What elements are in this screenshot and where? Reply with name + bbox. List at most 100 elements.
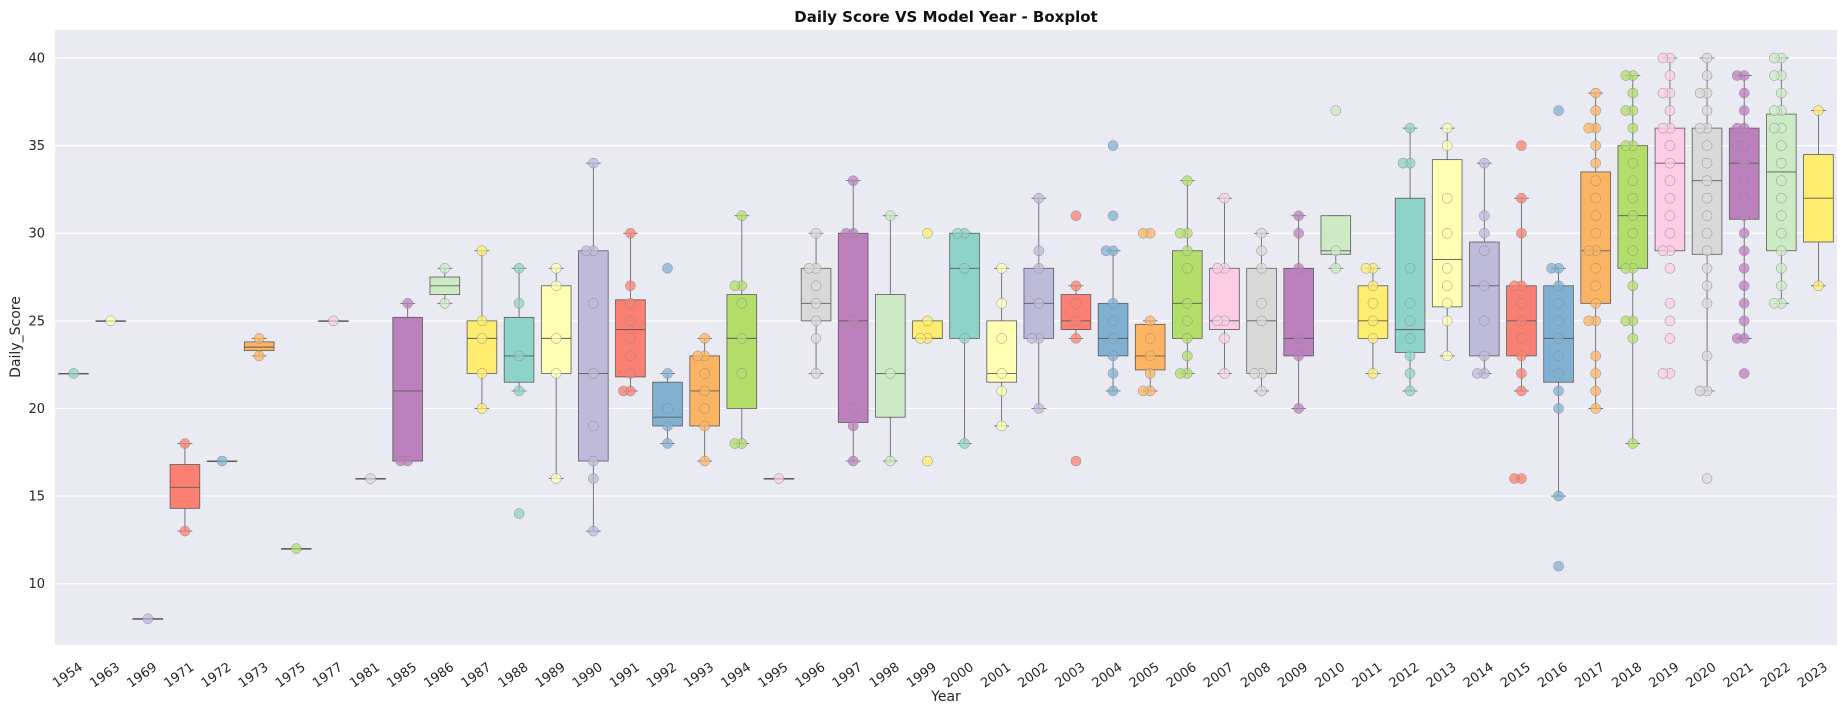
data-point bbox=[1249, 368, 1260, 379]
box-body bbox=[169, 464, 201, 509]
data-point bbox=[1776, 210, 1787, 221]
data-point bbox=[1367, 315, 1379, 327]
data-point bbox=[1620, 315, 1632, 327]
data-point bbox=[692, 350, 703, 362]
x-tick-label: 2003 bbox=[1053, 660, 1089, 691]
data-point bbox=[1590, 403, 1601, 414]
data-point bbox=[1701, 52, 1713, 64]
data-point bbox=[476, 315, 488, 327]
data-point bbox=[1590, 105, 1601, 116]
data-point bbox=[885, 368, 896, 379]
box-body bbox=[1469, 241, 1500, 357]
data-point bbox=[1070, 315, 1082, 327]
y-tick-label: 20 bbox=[28, 402, 45, 417]
data-point bbox=[1516, 227, 1527, 239]
x-tick-label: 2019 bbox=[1647, 660, 1683, 691]
data-point bbox=[847, 403, 859, 414]
data-point bbox=[1256, 298, 1267, 309]
data-point bbox=[1070, 455, 1082, 467]
data-point bbox=[179, 438, 191, 449]
data-point bbox=[1144, 315, 1156, 327]
data-point bbox=[1033, 192, 1045, 204]
data-point bbox=[1701, 105, 1713, 116]
plot-area bbox=[55, 30, 1837, 645]
data-point bbox=[699, 420, 710, 432]
x-tick-label: 2014 bbox=[1461, 660, 1497, 691]
x-tick-label: 1973 bbox=[236, 660, 272, 691]
x-tick-label: 2004 bbox=[1090, 660, 1126, 691]
data-point bbox=[476, 403, 488, 414]
data-point bbox=[513, 263, 525, 274]
data-point bbox=[625, 350, 636, 362]
data-point bbox=[1441, 315, 1453, 327]
data-point bbox=[1367, 368, 1379, 379]
data-point bbox=[1583, 245, 1594, 257]
data-point bbox=[439, 263, 451, 274]
data-point bbox=[1441, 298, 1453, 309]
y-tick-labels: 10 15 20 25 30 35 40 bbox=[28, 52, 45, 593]
data-point bbox=[1182, 245, 1193, 257]
data-point bbox=[1664, 192, 1676, 204]
data-point bbox=[996, 333, 1007, 344]
data-point bbox=[1664, 157, 1676, 169]
data-point bbox=[1769, 122, 1780, 134]
data-point bbox=[1107, 385, 1119, 397]
data-point bbox=[1657, 52, 1669, 64]
x-tick-label: 1989 bbox=[533, 660, 569, 691]
data-point bbox=[996, 298, 1007, 309]
y-gridlines bbox=[55, 57, 1837, 585]
data-point bbox=[1546, 263, 1557, 274]
data-point bbox=[550, 263, 562, 274]
data-point bbox=[773, 473, 785, 484]
data-point bbox=[550, 473, 562, 484]
data-point bbox=[699, 385, 710, 397]
data-point bbox=[476, 245, 488, 257]
data-point bbox=[1175, 227, 1186, 239]
data-point bbox=[699, 455, 710, 467]
data-point bbox=[1769, 70, 1780, 81]
data-point bbox=[1590, 350, 1601, 362]
data-point bbox=[1590, 385, 1601, 397]
data-point bbox=[1070, 280, 1082, 292]
data-point bbox=[1738, 192, 1750, 204]
data-point bbox=[810, 368, 822, 379]
data-point bbox=[625, 315, 636, 327]
data-point bbox=[1553, 333, 1564, 344]
data-point bbox=[1776, 175, 1787, 186]
data-points bbox=[68, 52, 1824, 624]
data-point bbox=[1107, 140, 1119, 151]
data-point bbox=[1219, 368, 1230, 379]
data-point bbox=[1813, 280, 1824, 292]
box-1997 bbox=[837, 180, 869, 462]
data-point bbox=[1033, 263, 1045, 274]
data-point bbox=[847, 315, 859, 327]
data-point bbox=[253, 333, 265, 344]
box-1985 bbox=[392, 302, 423, 462]
data-point bbox=[662, 403, 673, 414]
x-tick-labels: 1954 1963 1969 1971 1972 1973 1975 1977 1981 1985… bbox=[50, 660, 1831, 691]
data-point bbox=[810, 298, 822, 309]
x-tick-label: 1985 bbox=[384, 660, 420, 691]
data-point bbox=[588, 455, 599, 467]
box-1991 bbox=[615, 232, 646, 392]
box-body bbox=[466, 320, 498, 374]
data-point bbox=[1441, 263, 1453, 274]
data-point bbox=[1769, 52, 1780, 64]
data-point bbox=[1731, 140, 1743, 151]
data-point bbox=[1738, 210, 1750, 221]
x-tick-label: 2008 bbox=[1238, 660, 1274, 691]
x-tick-label: 1981 bbox=[347, 660, 383, 691]
x-tick-label: 1988 bbox=[496, 660, 532, 691]
data-point bbox=[439, 298, 451, 309]
data-point bbox=[699, 403, 710, 414]
data-point bbox=[1256, 227, 1267, 239]
data-point bbox=[1583, 122, 1594, 134]
data-point bbox=[1627, 280, 1639, 292]
data-point bbox=[1627, 122, 1639, 134]
data-point bbox=[588, 473, 599, 484]
data-point bbox=[1776, 87, 1787, 99]
data-point bbox=[1738, 280, 1750, 292]
data-point bbox=[699, 333, 710, 344]
data-point bbox=[1701, 192, 1713, 204]
x-tick-label: 1963 bbox=[87, 660, 123, 691]
